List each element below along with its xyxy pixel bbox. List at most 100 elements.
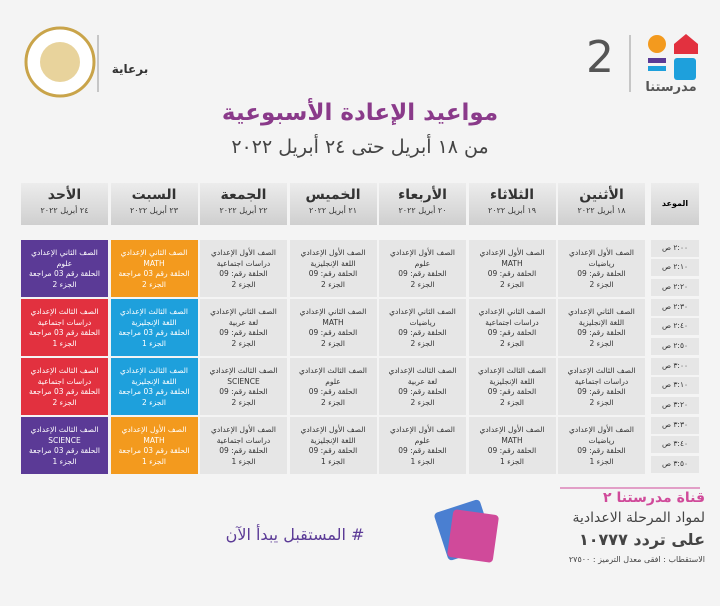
cell-episode: الحلقة رقم: 09	[487, 328, 537, 337]
time-header: الموعد	[651, 183, 699, 225]
schedule-cell: الصف الأول الإعدادي MATH الحلقة رقم: 09 الج…	[468, 240, 556, 297]
cell-part: الجزء 1	[410, 456, 435, 466]
cell-episode: الحلقة رقم 03 مراجعة	[29, 446, 100, 455]
cell-episode: الحلقة رقم: 09	[398, 269, 447, 278]
cell-grade: الصف الثالث الإعدادي	[477, 366, 547, 375]
cell-subject: SCIENCE	[227, 376, 260, 386]
day-date: ٢١ أبريل ٢٠٢٢	[308, 206, 357, 215]
cell-grade: الصف الأول الإعدادي	[211, 248, 276, 257]
day-name: الأحد	[47, 187, 82, 203]
schedule-cell: الصف الثاني الإعدادي لغة عربية الحلقة رقم:…	[200, 299, 287, 356]
cell-episode: الحلقة رقم: 09	[398, 328, 447, 337]
day-header: الأربعاء ٢٠ أبريل ٢٠٢٢	[379, 183, 466, 225]
cell-grade: الصف الثالث الإعدادي	[30, 307, 99, 316]
cell-grade: الصف الثالث الإعدادي	[119, 307, 189, 316]
day-date: ٢٠ أبريل ٢٠٢٢	[398, 206, 447, 215]
schedule-cell: الصف الأول الإعدادي رياضيات الحلقة رقم: 09…	[558, 417, 645, 474]
schedule-cell: الصف الثالث الإعدادي دراسات اجتماعية الحلق…	[21, 299, 108, 356]
channel-number: 2	[586, 32, 614, 83]
time-slot: ٣:٥٠ ص	[651, 455, 699, 473]
schedule-cell: الصف الثالث الإعدادي SCIENCE الحلقة رقم: 0…	[200, 358, 287, 415]
schedule-cell: الصف الأول الإعدادي MATH الحلقة رقم 03 مرا…	[110, 417, 198, 474]
day-date: ٢٢ أبريل ٢٠٢٢	[219, 206, 268, 215]
cell-episode: الحلقة رقم: 09	[577, 328, 626, 337]
cell-part: الجزء 2	[589, 338, 614, 348]
cell-subject: رياضيات	[588, 435, 615, 445]
day-header: الثلاثاء ١٩ أبريل ٢٠٢٢	[468, 183, 556, 225]
time-slot: ٢:٠٠ ص	[651, 240, 699, 257]
cell-episode: الحلقة رقم: 09	[487, 269, 537, 278]
cell-subject: اللغة الإنجليزية	[578, 317, 625, 327]
cell-episode: الحلقة رقم: 09	[308, 269, 358, 278]
cell-grade: الصف الثاني الإعدادي	[120, 248, 188, 257]
cell-part: الجزء 2	[589, 279, 614, 289]
cell-subject: علوم	[414, 435, 431, 445]
day-name: الأثنين	[579, 187, 624, 203]
schedule-cell: الصف الثالث الإعدادي دراسات اجتماعية الحلق…	[558, 358, 645, 415]
cell-episode: الحلقة رقم: 09	[577, 446, 626, 455]
cell-subject: دراسات اجتماعية	[574, 376, 629, 386]
cell-grade: الصف الأول الإعدادي	[390, 248, 455, 257]
schedule-cell: الصف الأول الإعدادي MATH الحلقة رقم: 09 الج…	[468, 417, 556, 474]
cell-episode: الحلقة رقم: 09	[219, 446, 268, 455]
cell-subject: لغة عربية	[228, 317, 259, 327]
schedule-cell: الصف الثاني الإعدادي MATH الحلقة رقم: 09 ال…	[289, 299, 377, 356]
cell-part: الجزء 1	[499, 456, 525, 466]
time-slot: ٣:٤٠ ص	[651, 436, 699, 454]
day-date: ١٨ أبريل ٢٠٢٢	[577, 206, 626, 215]
cell-episode: الحلقة رقم: 09	[219, 269, 268, 278]
schedule-cell: الصف الثالث الإعدادي SCIENCE الحلقة رقم 03…	[21, 417, 108, 474]
cell-grade: الصف الأول الإعدادي	[300, 425, 366, 434]
schedule-cell: الصف الأول الإعدادي دراسات اجتماعية الحلقة…	[200, 417, 287, 474]
cell-subject: اللغة الإنجليزية	[131, 376, 177, 386]
cell-part: الجزء 2	[499, 279, 525, 289]
channel: قناة مدرستنا ٢	[603, 490, 705, 506]
frequency: على تردد ١٠٧٧٧	[579, 530, 705, 549]
day-date: ٢٣ أبريل ٢٠٢٢	[129, 206, 178, 215]
cell-subject: دراسات اجتماعية	[216, 258, 271, 268]
cell-subject: علوم	[414, 258, 431, 268]
cell-subject: دراسات اجتماعية	[37, 317, 92, 327]
cell-grade: الصف الأول الإعدادي	[569, 248, 634, 257]
time-slot: ٢:٥٠ ص	[651, 337, 699, 355]
cell-subject: دراسات اجتماعية	[485, 317, 539, 327]
cell-subject: MATH	[501, 258, 523, 268]
schedule-cell: الصف الثاني الإعدادي علوم الحلقة رقم 03 مر…	[21, 240, 108, 297]
schedule-cell: الصف الأول الإعدادي اللغة الإنجليزية الحلق…	[289, 417, 377, 474]
schedule-cell: الصف الثالث الإعدادي علوم الحلقة رقم: 09 ال…	[289, 358, 377, 415]
cell-grade: الصف الأول الإعدادي	[300, 248, 366, 257]
day-date: ١٩ أبريل ٢٠٢٢	[487, 206, 536, 215]
cell-subject: رياضيات	[588, 258, 615, 268]
schedule-cell: الصف الثالث الإعدادي اللغة الإنجليزية الحل…	[110, 299, 198, 356]
schedule-cell: الصف الثالث الإعدادي اللغة الإنجليزية الحل…	[110, 358, 198, 415]
cell-part: الجزء 2	[410, 397, 435, 407]
cell-part: الجزء 2	[410, 338, 435, 348]
cell-grade: الصف الثاني الإعدادي	[568, 307, 635, 316]
schedule-cell: الصف الثاني الإعدادي MATH الحلقة رقم 03 مر…	[110, 240, 198, 297]
day-name: السبت	[131, 187, 177, 203]
cell-grade: الصف الأول الإعدادي	[211, 425, 276, 434]
cell-episode: الحلقة رقم: 09	[219, 328, 268, 337]
reception-details: الاستقطاب : افقى معدل الترميز : ٢٧٥٠٠	[568, 555, 705, 564]
cell-episode: الحلقة رقم: 09	[577, 387, 626, 396]
time-slot: ٣:١٠ ص	[651, 377, 699, 395]
cell-part: الجزء 1	[52, 456, 77, 466]
time-slot: ٢:٣٠ ص	[651, 299, 699, 316]
cell-part: الجزء 2	[231, 279, 256, 289]
cell-episode: الحلقة رقم 03 مراجعة	[118, 387, 190, 396]
cell-part: الجزء 1	[52, 338, 77, 348]
cell-subject: علوم	[325, 376, 341, 386]
cell-part: الجزء 2	[320, 338, 346, 348]
cell-grade: الصف الأول الإعدادي	[569, 425, 634, 434]
schedule-cell: الصف الأول الإعدادي علوم الحلقة رقم: 09 الج…	[379, 240, 466, 297]
day-header: الأثنين ١٨ أبريل ٢٠٢٢	[558, 183, 645, 225]
cell-grade: الصف الثالث الإعدادي	[388, 366, 457, 375]
cell-part: الجزء 2	[410, 279, 435, 289]
cell-grade: الصف الأول الإعدادي	[390, 425, 455, 434]
cell-part: الجزء 1	[320, 456, 346, 466]
cell-episode: الحلقة رقم 03 مراجعة	[118, 269, 190, 278]
day-name: الخميس	[305, 187, 361, 203]
cell-episode: الحلقة رقم: 09	[487, 446, 537, 455]
cell-part: الجزء 2	[52, 279, 77, 289]
day-header: الجمعة ٢٢ أبريل ٢٠٢٢	[200, 183, 287, 225]
